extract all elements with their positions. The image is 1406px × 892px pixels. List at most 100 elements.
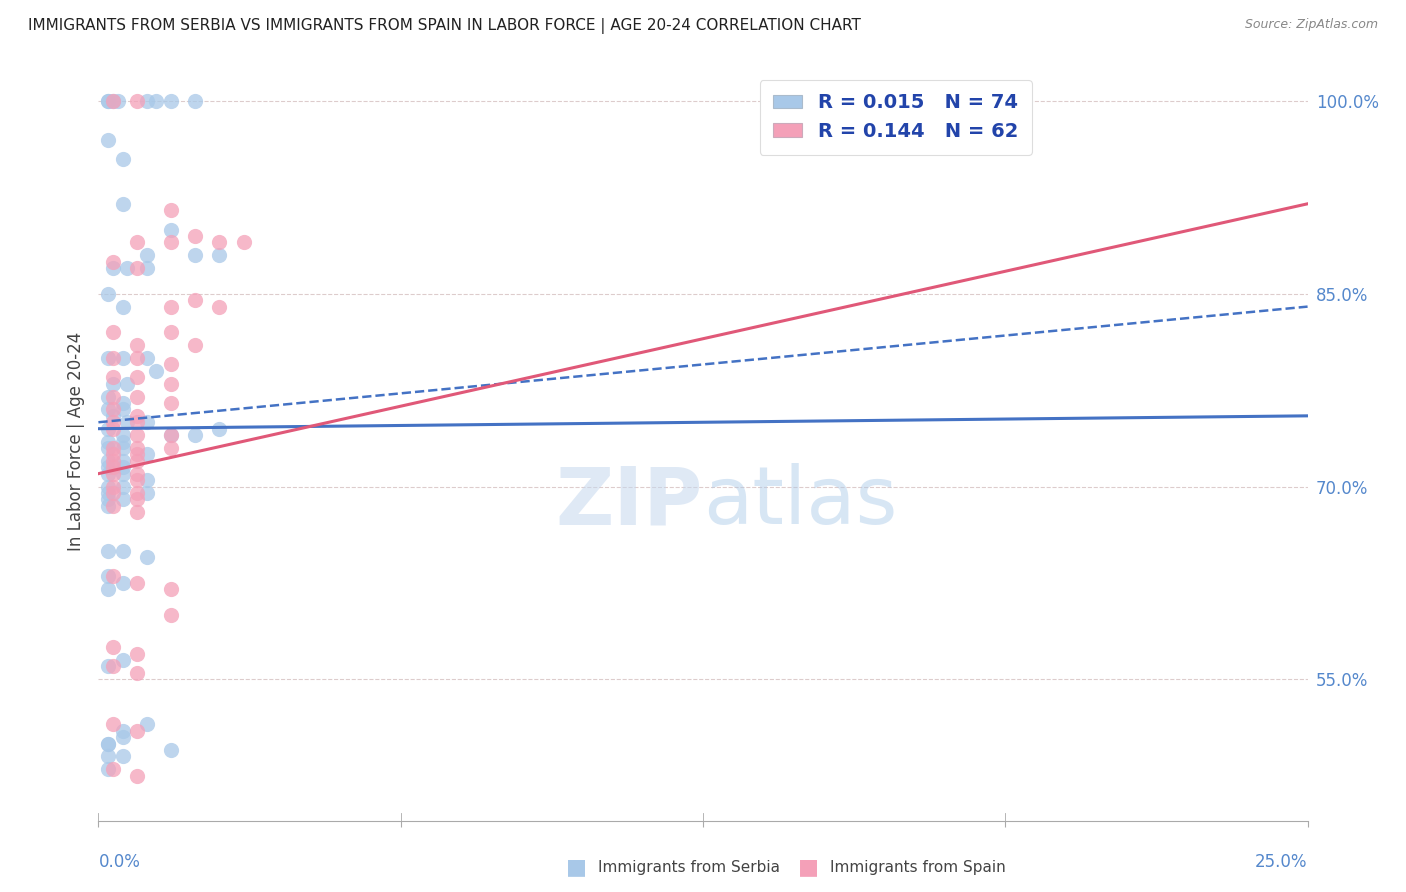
Point <box>127 647 149 661</box>
Point <box>111 723 134 738</box>
Point <box>127 473 149 487</box>
Point <box>101 326 124 340</box>
Point <box>101 717 124 731</box>
Point <box>111 543 134 558</box>
Point <box>135 248 157 262</box>
Point <box>127 454 149 468</box>
Point <box>127 351 149 365</box>
Point <box>101 447 124 461</box>
Point <box>111 300 134 314</box>
Point <box>135 94 157 108</box>
Point <box>101 467 124 481</box>
Text: IMMIGRANTS FROM SERBIA VS IMMIGRANTS FROM SPAIN IN LABOR FORCE | AGE 20-24 CORRE: IMMIGRANTS FROM SERBIA VS IMMIGRANTS FRO… <box>28 18 860 34</box>
Point <box>135 486 157 500</box>
Point <box>97 492 120 507</box>
Point <box>97 402 120 417</box>
Point <box>127 486 149 500</box>
Point <box>97 569 120 583</box>
Point <box>160 326 183 340</box>
Point <box>127 428 149 442</box>
Point <box>97 543 120 558</box>
Point <box>184 228 207 243</box>
Text: Source: ZipAtlas.com: Source: ZipAtlas.com <box>1244 18 1378 31</box>
Point <box>160 300 183 314</box>
Point <box>97 390 120 404</box>
Point <box>160 222 183 236</box>
Point <box>160 396 183 410</box>
Point <box>135 550 157 565</box>
Text: Immigrants from Spain: Immigrants from Spain <box>830 860 1005 874</box>
Point <box>97 460 120 475</box>
Point <box>97 582 120 597</box>
Point <box>135 473 157 487</box>
Point <box>101 254 124 268</box>
Point <box>184 428 207 442</box>
Point <box>97 94 120 108</box>
Point <box>111 653 134 667</box>
Point <box>101 486 124 500</box>
Point <box>97 479 120 493</box>
Point <box>97 749 120 764</box>
Point <box>160 203 183 218</box>
Point <box>127 338 149 352</box>
Point <box>135 351 157 365</box>
Point <box>101 370 124 384</box>
Point <box>145 94 167 108</box>
Point <box>117 376 139 391</box>
Point <box>127 415 149 429</box>
Point <box>101 351 124 365</box>
Point <box>111 441 134 455</box>
Point <box>101 454 124 468</box>
Point <box>97 94 120 108</box>
Point <box>97 499 120 513</box>
Point <box>127 447 149 461</box>
Text: 25.0%: 25.0% <box>1256 853 1308 871</box>
Point <box>135 717 157 731</box>
Text: atlas: atlas <box>703 463 897 541</box>
Point <box>160 358 183 372</box>
Y-axis label: In Labor Force | Age 20-24: In Labor Force | Age 20-24 <box>66 332 84 551</box>
Point <box>127 370 149 384</box>
Point <box>97 486 120 500</box>
Point <box>127 390 149 404</box>
Point <box>101 409 124 423</box>
Point <box>97 351 120 365</box>
Point <box>111 196 134 211</box>
Point <box>127 409 149 423</box>
Point <box>97 434 120 449</box>
Point <box>111 730 134 744</box>
Point <box>117 415 139 429</box>
Point <box>101 94 124 108</box>
Point <box>184 293 207 308</box>
Legend: R = 0.015   N = 74, R = 0.144   N = 62: R = 0.015 N = 74, R = 0.144 N = 62 <box>759 79 1032 154</box>
Point <box>101 569 124 583</box>
Point <box>101 762 124 776</box>
Point <box>127 505 149 519</box>
Point <box>127 492 149 507</box>
Point <box>97 659 120 673</box>
Point <box>101 659 124 673</box>
Point <box>127 467 149 481</box>
Point <box>101 460 124 475</box>
Point <box>101 94 124 108</box>
Point <box>111 428 134 442</box>
Point <box>111 402 134 417</box>
Point <box>111 467 134 481</box>
Point <box>101 415 124 429</box>
Point <box>97 132 120 146</box>
Point <box>97 762 120 776</box>
Point <box>127 235 149 250</box>
Point <box>135 447 157 461</box>
Point <box>111 351 134 365</box>
Point <box>97 286 120 301</box>
Point <box>160 441 183 455</box>
Point <box>160 235 183 250</box>
Point <box>184 94 207 108</box>
Text: ■: ■ <box>567 857 586 877</box>
Text: 0.0%: 0.0% <box>98 853 141 871</box>
Point <box>101 376 124 391</box>
Point <box>208 235 231 250</box>
Point <box>160 607 183 622</box>
Point <box>127 575 149 590</box>
Point <box>111 492 134 507</box>
